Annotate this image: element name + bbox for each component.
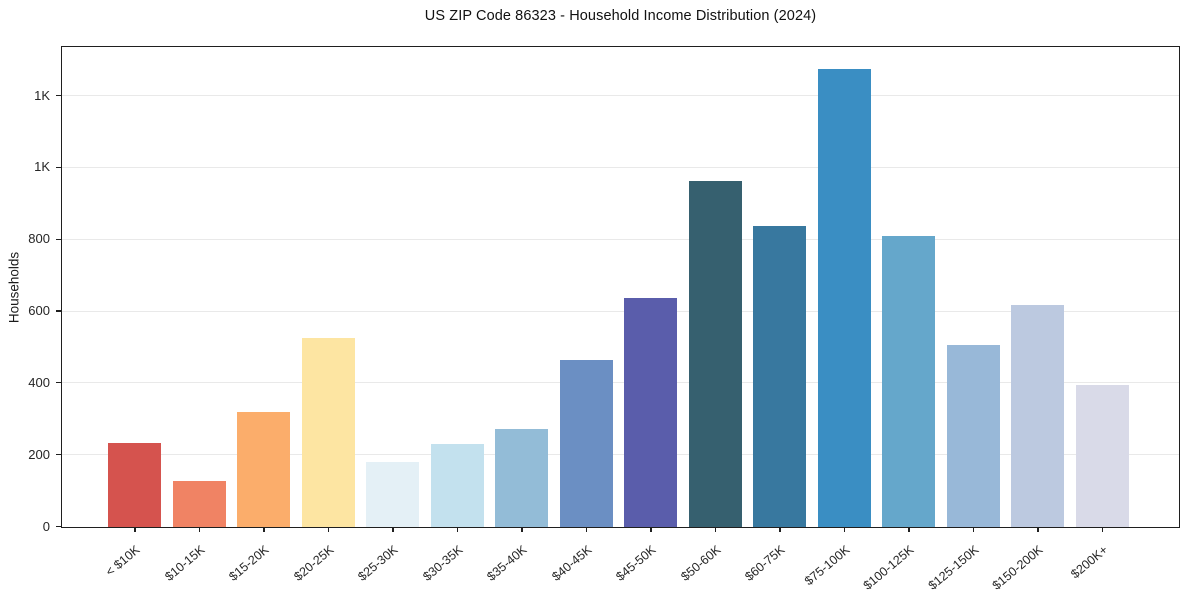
x-tick-label: $150-200K <box>989 542 1046 590</box>
x-tick-mark <box>198 526 201 532</box>
bar-200k <box>1075 384 1129 527</box>
bar-20-25k <box>301 337 355 527</box>
gridline <box>62 95 1179 97</box>
x-tick-mark <box>327 526 330 532</box>
bar-75-100k <box>817 69 871 527</box>
x-tick-mark <box>650 526 652 532</box>
x-tick-label: $10-15K <box>161 542 207 584</box>
y-tick-mark <box>56 525 61 528</box>
bar-30-35k <box>430 443 484 527</box>
bar-60-75k <box>753 225 806 527</box>
y-tick-label: 0 <box>42 518 50 534</box>
x-tick-mark <box>908 526 910 532</box>
bar-35-40k <box>495 428 548 527</box>
x-tick-mark <box>714 526 717 532</box>
y-tick-label: 200 <box>28 446 50 462</box>
x-tick-label: $20-25K <box>290 542 336 584</box>
gridline <box>62 382 1179 384</box>
x-tick-label: $200K+ <box>1067 542 1110 581</box>
x-tick-mark <box>779 526 781 532</box>
gridline <box>62 310 1179 312</box>
x-tick-label: $60-75K <box>742 542 788 584</box>
x-tick-label: < $10K <box>102 542 143 579</box>
y-tick-mark <box>56 382 61 384</box>
y-tick-label: 1K <box>34 87 50 103</box>
x-tick-label: $30-35K <box>419 542 465 584</box>
x-tick-label: $35-40K <box>484 542 530 584</box>
chart-title: US ZIP Code 86323 - Household Income Dis… <box>424 8 817 24</box>
x-tick-mark <box>585 526 588 532</box>
x-tick-mark <box>134 526 136 532</box>
y-tick-mark <box>56 454 61 456</box>
bar-10-15k <box>172 481 226 527</box>
gridline <box>62 166 1179 168</box>
x-tick-label: $15-20K <box>226 542 272 584</box>
x-tick-mark <box>392 526 394 532</box>
gridline <box>62 454 1179 456</box>
x-tick-mark <box>1101 526 1104 532</box>
x-tick-label: $100-125K <box>860 542 917 590</box>
x-tick-mark <box>263 526 265 532</box>
x-tick-label: $40-45K <box>548 542 594 584</box>
y-tick-label: 400 <box>28 374 50 390</box>
bar-25-30k <box>366 461 419 527</box>
plot-area <box>61 46 1180 528</box>
bar-125-150k <box>946 345 1000 527</box>
x-tick-mark <box>1037 526 1039 532</box>
bar-40-45k <box>559 360 613 527</box>
bar-50-60k <box>688 180 742 527</box>
x-tick-label: $75-100K <box>801 542 852 588</box>
y-tick-mark <box>56 95 61 97</box>
x-tick-mark <box>972 526 975 532</box>
y-tick-mark <box>56 310 61 312</box>
x-tick-mark <box>456 526 459 532</box>
bar-45-50k <box>624 297 677 527</box>
x-tick-label: $50-60K <box>677 542 723 584</box>
y-tick-label: 800 <box>28 231 50 247</box>
y-tick-mark <box>56 166 61 169</box>
x-tick-mark <box>521 526 523 532</box>
x-tick-label: $45-50K <box>613 542 659 584</box>
bar-15-20k <box>237 411 290 527</box>
y-tick-label: 1K <box>34 159 50 175</box>
x-tick-mark <box>843 526 846 532</box>
bar-100-125k <box>882 235 935 527</box>
x-tick-label: $25-30K <box>355 542 401 584</box>
x-tick-label: $125-150K <box>925 542 981 590</box>
gridline <box>62 238 1179 240</box>
bar-10k <box>108 442 161 527</box>
y-tick-mark <box>56 238 61 240</box>
y-tick-label: 600 <box>28 303 50 319</box>
bar-150-200k <box>1011 305 1064 527</box>
